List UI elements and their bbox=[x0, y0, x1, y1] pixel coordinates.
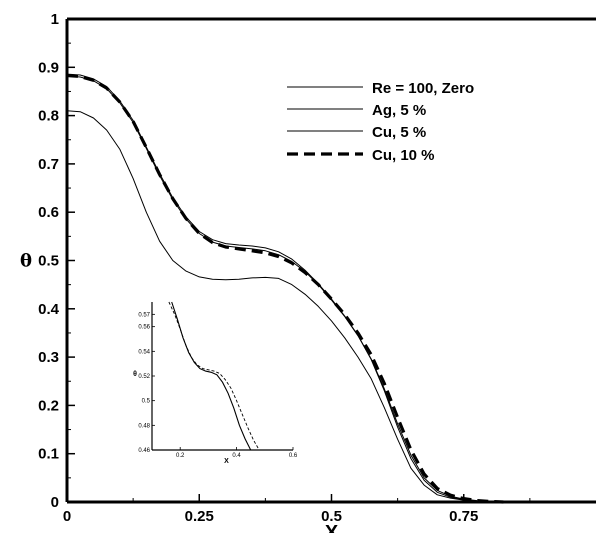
y-tick-label: 0.4 bbox=[38, 301, 60, 318]
series-line-1 bbox=[66, 110, 504, 503]
main-plot: 0 0.1 0.2 0.3 0.4 0.5 0.6 0.7 0.8 0.9 1 0 0.25 0.5 0.7… bbox=[20, 11, 596, 533]
inset-y-tick-label: 0.48 bbox=[138, 423, 150, 429]
y-tick-label: 1 bbox=[51, 11, 59, 28]
y-tick-label: 0.8 bbox=[38, 108, 59, 125]
x-axis-title: X bbox=[325, 522, 339, 533]
y-tick-label: 0.3 bbox=[38, 349, 59, 366]
y-tick-label: 0 bbox=[51, 494, 59, 511]
x-tick-label: 0.25 bbox=[185, 508, 214, 525]
inset-y-tick-label: 0.5 bbox=[142, 399, 151, 405]
y-axis-title: θ bbox=[20, 251, 32, 272]
inset-x-axis-title: X bbox=[224, 458, 229, 465]
inset-y-tick-label: 0.57 bbox=[138, 312, 150, 318]
y-tick-label: 0.6 bbox=[38, 204, 59, 221]
y-tick-label: 0.2 bbox=[38, 397, 59, 414]
legend-label-2: Ag, 5 % bbox=[372, 102, 426, 119]
legend-label-4: Cu, 10 % bbox=[372, 147, 435, 164]
y-tick-label: 0.7 bbox=[38, 156, 59, 173]
series-line-4 bbox=[66, 73, 504, 504]
inset-y-tick-label: 0.54 bbox=[138, 349, 150, 355]
legend-label-3: Cu, 5 % bbox=[372, 124, 426, 141]
y-tick-label: 0.1 bbox=[38, 446, 59, 463]
inset-x-tick-label: 0.4 bbox=[232, 453, 241, 459]
inset-y-tick-label: 0.46 bbox=[138, 448, 150, 454]
series-line-2 bbox=[66, 73, 504, 503]
x-tick-label: 0.5 bbox=[321, 508, 342, 525]
x-tick-label: 0 bbox=[63, 508, 71, 525]
legend-label-1: Re = 100, Zero bbox=[372, 80, 474, 97]
x-tick-label: 0.75 bbox=[449, 508, 478, 525]
inset-y-tick-label: 0.56 bbox=[138, 325, 150, 331]
inset-x-tick-label: 0.6 bbox=[289, 453, 298, 459]
inset-series-line-2 bbox=[168, 301, 260, 451]
inset-plot: 0.46 0.48 0.5 0.52 0.54 0.56 0.57 0.2 0.4 0.6 Xθ bbox=[133, 301, 298, 465]
y-tick-label: 0.9 bbox=[38, 59, 59, 76]
y-tick-label: 0.5 bbox=[38, 253, 59, 270]
inset-series-line-1 bbox=[171, 301, 252, 451]
inset-y-tick-label: 0.52 bbox=[138, 374, 150, 380]
inset-y-axis-title: θ bbox=[133, 371, 137, 378]
inset-x-tick-label: 0.2 bbox=[176, 453, 185, 459]
